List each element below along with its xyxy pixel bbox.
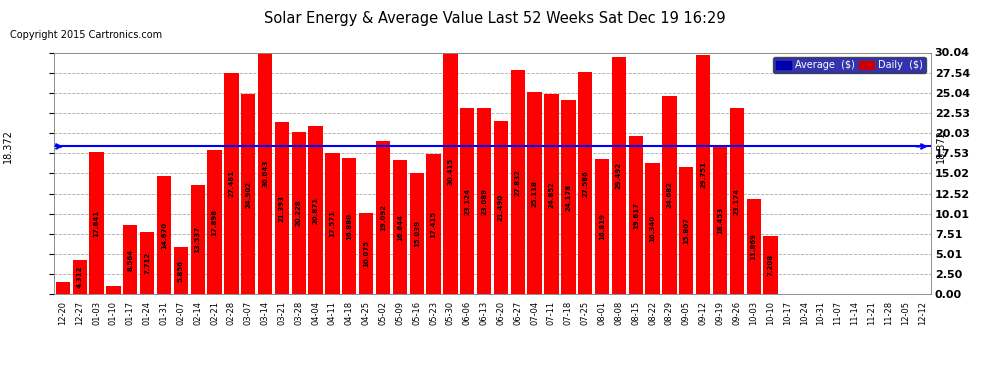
Bar [140, 232, 154, 294]
Text: 24.682: 24.682 [666, 182, 672, 209]
Text: 16.644: 16.644 [397, 214, 403, 241]
Bar [662, 96, 676, 294]
Text: 16.880: 16.880 [346, 213, 352, 240]
Bar [444, 50, 457, 294]
Text: 29.751: 29.751 [700, 161, 706, 188]
Text: 18.372: 18.372 [936, 129, 945, 164]
Bar [763, 236, 778, 294]
Bar [427, 154, 441, 294]
Bar [123, 225, 138, 294]
Bar [511, 70, 525, 294]
Bar [207, 150, 222, 294]
Text: 27.586: 27.586 [582, 170, 588, 197]
Bar [156, 176, 171, 294]
Text: 17.641: 17.641 [94, 210, 100, 237]
Text: 29.492: 29.492 [616, 162, 622, 189]
Bar [376, 141, 390, 294]
Text: 16.340: 16.340 [649, 215, 655, 242]
Bar [292, 132, 306, 294]
Text: 15.807: 15.807 [683, 217, 689, 244]
Bar [106, 286, 121, 294]
Text: 10.075: 10.075 [363, 240, 369, 267]
Bar [578, 72, 592, 294]
Bar [258, 53, 272, 294]
Text: 17.415: 17.415 [431, 211, 437, 238]
Text: 17.571: 17.571 [330, 210, 336, 237]
Bar [477, 108, 491, 294]
Text: 23.124: 23.124 [464, 188, 470, 215]
Text: Solar Energy & Average Value Last 52 Weeks Sat Dec 19 16:29: Solar Energy & Average Value Last 52 Wee… [264, 11, 726, 26]
Text: 27.832: 27.832 [515, 169, 521, 196]
Text: 18.372: 18.372 [3, 129, 13, 164]
Bar [241, 94, 255, 294]
Bar [326, 153, 340, 294]
Text: 8.564: 8.564 [128, 249, 134, 271]
Text: 30.415: 30.415 [447, 158, 453, 186]
Text: 20.871: 20.871 [313, 197, 319, 224]
Bar [343, 159, 356, 294]
Bar [190, 185, 205, 294]
Text: 4.312: 4.312 [76, 266, 83, 288]
Text: 11.869: 11.869 [750, 233, 756, 260]
Bar [561, 100, 575, 294]
Text: Copyright 2015 Cartronics.com: Copyright 2015 Cartronics.com [10, 30, 162, 40]
Text: 25.118: 25.118 [532, 180, 538, 207]
Text: 7.208: 7.208 [767, 254, 773, 276]
Bar [55, 282, 70, 294]
Text: 23.089: 23.089 [481, 188, 487, 215]
Text: 7.712: 7.712 [145, 252, 150, 274]
Text: 19.092: 19.092 [380, 204, 386, 231]
Text: 23.174: 23.174 [734, 188, 740, 214]
Bar [679, 167, 693, 294]
Bar [460, 108, 474, 294]
Text: 30.043: 30.043 [262, 160, 268, 187]
Bar [72, 260, 87, 294]
Text: 18.453: 18.453 [717, 207, 723, 234]
Text: 27.481: 27.481 [229, 170, 235, 197]
Bar [224, 73, 239, 294]
Text: 15.039: 15.039 [414, 220, 420, 248]
Bar [494, 122, 508, 294]
Bar [544, 94, 558, 294]
Text: 24.852: 24.852 [548, 181, 554, 208]
Bar [173, 247, 188, 294]
Bar [629, 136, 643, 294]
Text: 5.856: 5.856 [178, 260, 184, 282]
Bar [528, 92, 542, 294]
Bar [696, 55, 710, 294]
Bar [275, 122, 289, 294]
Text: 13.537: 13.537 [195, 226, 201, 254]
Text: 24.178: 24.178 [565, 183, 571, 211]
Legend: Average  ($), Daily  ($): Average ($), Daily ($) [773, 57, 926, 73]
Text: 16.819: 16.819 [599, 213, 605, 240]
Text: 19.617: 19.617 [633, 202, 639, 229]
Bar [410, 173, 424, 294]
Bar [595, 159, 609, 294]
Text: 20.228: 20.228 [296, 200, 302, 226]
Text: 21.393: 21.393 [279, 195, 285, 222]
Text: 14.670: 14.670 [161, 222, 167, 249]
Bar [746, 199, 761, 294]
Bar [730, 108, 744, 294]
Text: 24.902: 24.902 [246, 181, 251, 208]
Bar [89, 152, 104, 294]
Bar [309, 126, 323, 294]
Text: 17.898: 17.898 [212, 209, 218, 236]
Bar [645, 163, 659, 294]
Bar [359, 213, 373, 294]
Bar [393, 160, 407, 294]
Bar [612, 57, 626, 294]
Bar [713, 146, 727, 294]
Text: 21.490: 21.490 [498, 194, 504, 221]
